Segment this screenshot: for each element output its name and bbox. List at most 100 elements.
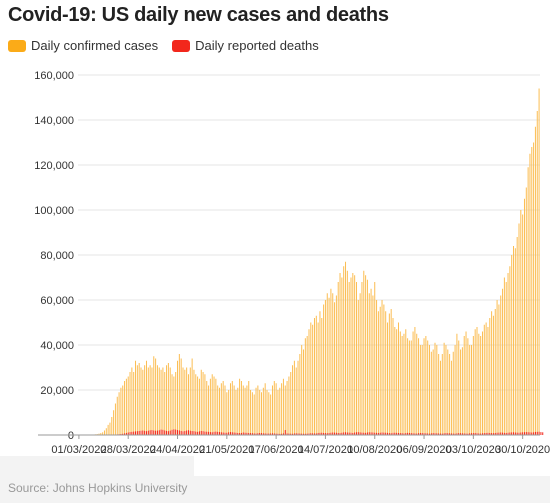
bar-cases [186, 367, 188, 435]
bar-deaths [226, 432, 228, 435]
bar-deaths [295, 433, 297, 435]
bar-cases [255, 387, 257, 435]
bar-deaths [228, 432, 230, 435]
x-tick-label: 10/08/2020 [347, 444, 402, 456]
bar-cases [445, 345, 447, 435]
bar-deaths [231, 432, 233, 435]
bar-deaths [288, 433, 290, 435]
bar-cases [498, 304, 500, 435]
bar-deaths [474, 432, 476, 435]
bar-deaths [175, 429, 177, 435]
bar-cases [246, 385, 248, 435]
bar-deaths [242, 432, 244, 435]
bar-deaths [184, 431, 186, 435]
bar-cases [500, 295, 502, 435]
bar-cases [434, 342, 436, 435]
bar-deaths [180, 430, 182, 435]
bar-deaths [396, 432, 398, 435]
bar-deaths [257, 433, 259, 435]
bar-deaths [469, 433, 471, 435]
bar-cases [425, 336, 427, 435]
bar-deaths [125, 432, 127, 435]
bar-cases [441, 354, 443, 435]
bar-deaths [511, 432, 513, 435]
bar-deaths [282, 433, 284, 435]
bar-cases [213, 376, 215, 435]
bar-cases [449, 354, 451, 435]
bar-cases [220, 383, 222, 435]
bar-deaths [233, 432, 235, 435]
bar-cases [100, 432, 102, 435]
bar-deaths [162, 429, 164, 435]
bar-cases [251, 392, 253, 435]
bar-cases [354, 275, 356, 435]
bar-cases [189, 367, 191, 435]
bar-cases [142, 369, 144, 435]
bar-cases [350, 277, 352, 435]
series-cases [85, 88, 540, 436]
bar-cases [355, 282, 357, 435]
bar-deaths [491, 433, 493, 435]
bar-deaths [303, 433, 305, 435]
bar-cases [370, 288, 372, 435]
bar-deaths [461, 433, 463, 435]
bar-cases [107, 424, 109, 436]
bar-deaths [292, 433, 294, 435]
bar-deaths [140, 430, 142, 435]
bar-deaths [334, 432, 336, 435]
bar-deaths [315, 433, 317, 435]
bar-cases [270, 394, 272, 435]
legend: Daily confirmed cases Daily reported dea… [8, 38, 333, 53]
bar-deaths [527, 432, 529, 435]
bar-cases [118, 392, 120, 435]
bar-deaths [131, 431, 133, 435]
footer-bar [0, 476, 550, 503]
bar-cases [156, 365, 158, 435]
bar-deaths [540, 432, 542, 435]
bar-cases [483, 324, 485, 435]
bar-deaths [171, 429, 173, 435]
bar-cases [397, 322, 399, 435]
bar-deaths [376, 432, 378, 435]
bar-deaths [496, 432, 498, 435]
bar-deaths [275, 433, 277, 435]
bar-deaths [538, 431, 540, 435]
bar-cases [492, 315, 494, 435]
bar-deaths [523, 432, 525, 435]
bar-deaths [235, 432, 237, 435]
bar-cases [175, 372, 177, 435]
bar-cases [352, 273, 354, 435]
y-tick-label: 0 [68, 430, 74, 442]
bar-cases [496, 300, 498, 435]
bar-cases [412, 331, 414, 435]
bar-deaths [489, 432, 491, 435]
bar-deaths [266, 433, 268, 435]
bar-deaths [355, 432, 357, 435]
bar-deaths [407, 432, 409, 435]
x-tick-label: 30/10/2020 [495, 444, 550, 456]
bar-cases [379, 306, 381, 435]
bar-deaths [248, 432, 250, 435]
bar-deaths [122, 433, 124, 435]
bar-cases [359, 293, 361, 435]
bar-cases [233, 385, 235, 435]
bar-deaths [301, 433, 303, 435]
bar-cases [315, 315, 317, 435]
bar-deaths [430, 433, 432, 435]
bar-deaths [452, 433, 454, 435]
bar-cases [131, 367, 133, 435]
bar-cases [158, 367, 160, 435]
bar-deaths [429, 433, 431, 435]
bar-cases [237, 387, 239, 435]
bar-deaths [167, 431, 169, 435]
bar-deaths [345, 432, 347, 435]
bar-cases [257, 385, 259, 435]
bar-deaths [514, 432, 516, 435]
bar-deaths [381, 432, 383, 435]
bar-cases [114, 403, 116, 435]
bar-cases [231, 381, 233, 435]
bar-deaths [531, 432, 533, 435]
bar-cases [365, 275, 367, 435]
bar-cases [390, 309, 392, 435]
bar-deaths [204, 431, 206, 436]
